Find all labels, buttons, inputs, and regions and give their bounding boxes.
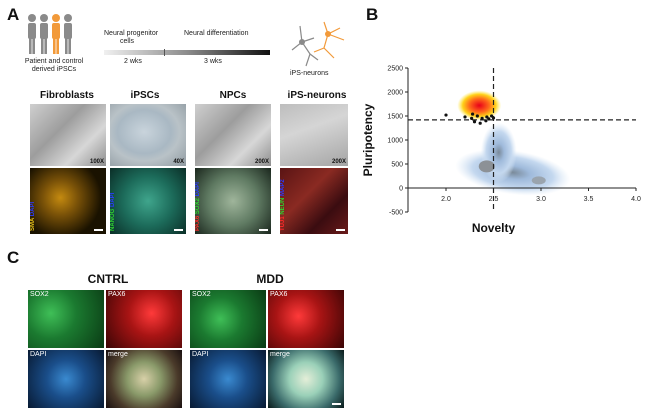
duration1-label: 2 wks [124,58,142,65]
tile-cntrl-pax6: PAX6 [106,290,182,348]
tile-label: PAX6 [108,291,126,298]
tile-mdd-pax6: PAX6 [268,290,344,348]
column-header-ips-neurons: iPS-neurons [287,90,347,101]
data-point [444,113,448,117]
stage2-label: Neural differentiation [184,30,249,37]
data-point [472,120,477,124]
data-point [487,117,491,121]
group-header-cntrl: CNTRL [87,272,129,286]
x-tick-label: 2.5 [489,196,499,203]
tile-mdd-merge: merge [268,350,344,408]
tile-mdd-dapi: DAPI [190,350,266,408]
x-tick-label: 3.5 [584,196,594,203]
x-tick-label: 2.0 [441,196,451,203]
target-label: iPS-neurons [290,70,329,77]
fluorescence-image-ipscs: NANOG DAPI [110,168,186,234]
density-core-secondary [531,176,546,185]
stain-label: TUJ1 NEUN MAP2 [280,179,286,231]
brightfield-image-ipscs: 40X [110,104,186,166]
scale-bar [336,229,345,231]
y-tick-label: 500 [391,162,403,169]
brightfield-image-npcs: 200X [195,104,271,166]
y-tick-label: 1500 [387,114,403,121]
group-header-mdd: MDD [256,272,284,286]
data-point [478,121,482,125]
data-point [475,114,479,118]
y-axis-title: Pluripotency [361,103,375,176]
fluorescence-image-fibroblasts: SMA DAPI [30,168,106,234]
tile-cntrl-sox2: SOX2 [28,290,104,348]
panel-label-a: A [7,5,20,24]
brightfield-image-ips-neurons: 200X [280,104,348,166]
y-tick-label: 1000 [387,138,403,145]
tile-label: merge [270,351,290,358]
column-header-fibroblasts: Fibroblasts [40,90,94,101]
panel-label-c: C [7,248,20,267]
column-header-npcs: NPCs [219,90,247,101]
data-point [471,112,475,116]
stain-label: PAX6 SOX2 DAPI [195,182,201,231]
data-point [463,115,467,119]
x-tick-label: 4.0 [631,196,641,203]
neurons-icon [291,21,345,67]
tile-label: DAPI [192,351,209,358]
magnification-label: 200X [254,159,269,165]
stain-label: SMA DAPI [30,201,36,231]
tile-mdd-sox2: SOX2 [190,290,266,348]
fluorescence-image-npcs: PAX6 SOX2 DAPI [195,168,271,234]
stage1-label-line1: Neural progenitor [104,30,159,37]
magnification-label: 40X [173,159,184,165]
stage1-label-line2: cells [120,38,135,45]
source-label-line1: Patient and control [24,58,84,65]
scale-bar [174,229,183,231]
column-header-ipscs: iPSCs [130,90,160,101]
data-point [480,116,484,120]
stain-label: NANOG DAPI [110,192,116,231]
tile-label: SOX2 [30,291,49,298]
tile-label: DAPI [30,351,47,358]
source-label-line2: derived iPSCs [31,66,77,73]
timeline-tick [164,49,165,56]
x-axis-title: Novelty [472,221,516,234]
panel-label-b: B [366,5,379,24]
y-tick-label: -500 [389,210,403,217]
data-point [470,116,474,120]
tile-cntrl-merge: merge [106,350,182,408]
scale-bar [332,403,341,405]
magnification-label: 200X [331,159,346,165]
density-contour-upper [480,122,517,183]
tile-label: PAX6 [270,291,288,298]
x-tick-label: 3.0 [536,196,546,203]
magnification-label: 100X [89,159,104,165]
density-core [478,160,495,173]
brightfield-image-fibroblasts: 100X [30,104,106,166]
hotspot-density [457,90,502,121]
timeline-gradient-bar [104,50,270,55]
fluorescence-image-ips-neurons: TUJ1 NEUN MAP2 [280,168,348,234]
density-scatter-chart: 2.0 2.5 3.0 3.5 4.0 2500 2000 1500 1000 500 0 -500 N… [361,66,641,235]
y-tick-label: 2000 [387,90,403,97]
tile-cntrl-dapi: DAPI [28,350,104,408]
scale-bar [94,229,103,231]
data-point [484,119,488,123]
tile-label: merge [108,351,128,358]
duration2-label: 3 wks [204,58,222,65]
scale-bar [259,229,268,231]
tile-label: SOX2 [192,291,211,298]
y-tick-label: 0 [399,186,403,193]
data-point [491,116,496,120]
people-icon [28,14,72,54]
y-tick-label: 2500 [387,66,403,73]
